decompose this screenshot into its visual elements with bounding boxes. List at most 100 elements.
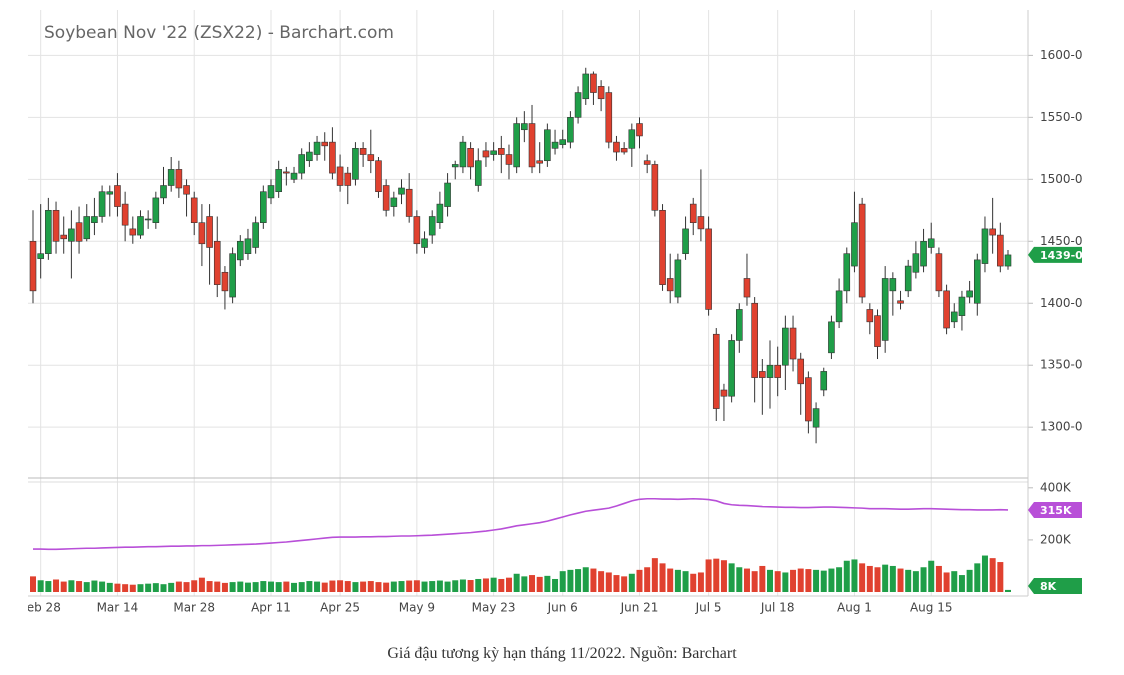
volume-bar (805, 569, 812, 592)
candle-body (451, 164, 459, 168)
volume-bar (229, 582, 236, 592)
candle-body (705, 228, 712, 310)
candle-body (114, 185, 121, 207)
candle-body (474, 160, 482, 186)
candle-body (91, 216, 98, 223)
candle-body (68, 228, 75, 242)
candle-body (60, 234, 68, 240)
candle-body (45, 209, 52, 254)
chart-title: Soybean Nov '22 (ZSX22) - Barchart.com (44, 23, 394, 43)
candle-body (213, 240, 221, 285)
volume-bar (536, 576, 543, 592)
volume-bar (813, 569, 820, 592)
candle-body (413, 216, 421, 245)
volume-bar (728, 563, 735, 592)
volume-bar (406, 580, 413, 592)
y-tick-label: 1450-0 (1040, 234, 1083, 248)
volume-bar (360, 581, 367, 592)
candle-body (267, 185, 275, 199)
x-tick-label: Mar 28 (173, 601, 215, 615)
x-tick-label: May 23 (472, 601, 516, 615)
volume-bar (352, 582, 359, 592)
price-tag (1028, 246, 1082, 263)
x-tick-label: May 9 (399, 601, 435, 615)
x-labels: Feb 28 Mar 14 Mar 28 Apr 11 Apr 25 May 9 May 2… (28, 601, 953, 615)
volume-bar (83, 582, 90, 592)
volume-bar (705, 559, 712, 592)
candle-body (52, 209, 60, 242)
candle-body (866, 309, 874, 323)
candle-body (582, 73, 590, 100)
candle-body (567, 117, 574, 143)
volume-bar (337, 580, 344, 592)
volume-bar (567, 569, 574, 592)
candle-body (950, 311, 958, 323)
volume-bar (206, 581, 213, 592)
volume-bar (974, 563, 981, 592)
volume-bar (582, 567, 589, 592)
volume-bar (774, 571, 781, 592)
volume-bar (897, 568, 904, 592)
volume-bar (682, 571, 689, 592)
candle-body (559, 139, 567, 145)
candle-body (728, 340, 735, 397)
volume-bar (759, 565, 766, 592)
candle-body (590, 73, 597, 93)
candle-body (774, 364, 781, 378)
volume-bar (836, 567, 843, 592)
candle-body (889, 278, 897, 292)
volume-bar (275, 582, 282, 592)
volume-bar (529, 575, 536, 592)
candle-body (167, 169, 175, 186)
candle-body (290, 172, 298, 180)
candle-body (183, 185, 190, 195)
volume-bar (145, 583, 152, 592)
candle-body (221, 271, 229, 292)
volume-ma-line (33, 497, 1009, 551)
candle-body (175, 169, 183, 189)
candle-body (390, 197, 398, 207)
volume-bar (767, 569, 774, 592)
candle-body (498, 148, 505, 155)
volume-bar (782, 572, 789, 592)
volume-bar (267, 581, 274, 592)
price-tag-label: 1439-0 (1040, 249, 1083, 262)
candle-body (735, 309, 743, 341)
candle-body (505, 154, 513, 165)
candle-body (620, 148, 628, 153)
volume-bar (137, 584, 144, 592)
volume-bar (237, 581, 244, 592)
volume-bar (375, 582, 382, 592)
volume-bar (367, 581, 374, 592)
volume-bar (928, 560, 935, 592)
candle-body (544, 129, 551, 162)
y-tick-label: 1550-0 (1040, 110, 1083, 124)
volume-bar (843, 560, 850, 592)
candle-body (382, 185, 390, 211)
candle-body (444, 182, 451, 207)
x-tick-label: Aug 15 (910, 601, 953, 615)
volume-bar (920, 567, 927, 592)
volume-bar (76, 581, 83, 592)
x-tick-label: Jul 5 (695, 601, 722, 615)
volume-bar (544, 575, 551, 592)
volume-tick-label: 400K (1040, 480, 1072, 494)
candle-body (405, 188, 413, 217)
volume-bar (452, 580, 459, 592)
candle-body (997, 234, 1004, 267)
volume-bar (191, 580, 198, 592)
volume-bar (30, 576, 36, 592)
candle-body (367, 154, 375, 162)
volume-bar (214, 581, 221, 592)
candle-body (659, 209, 666, 285)
volume-bar (636, 569, 643, 592)
candle-body (490, 150, 497, 155)
y-tick-label: 1500-0 (1040, 172, 1083, 186)
candle-body (989, 228, 996, 236)
volume-bar (482, 578, 489, 592)
grid: 1300-0 1350-0 1400-0 1450-0 1500-0 1550-0 1600… (28, 10, 1083, 596)
candle-body (536, 160, 543, 164)
candle-body (144, 218, 152, 221)
x-tick-label: Apr 25 (320, 601, 360, 615)
volume-bar (298, 582, 305, 592)
